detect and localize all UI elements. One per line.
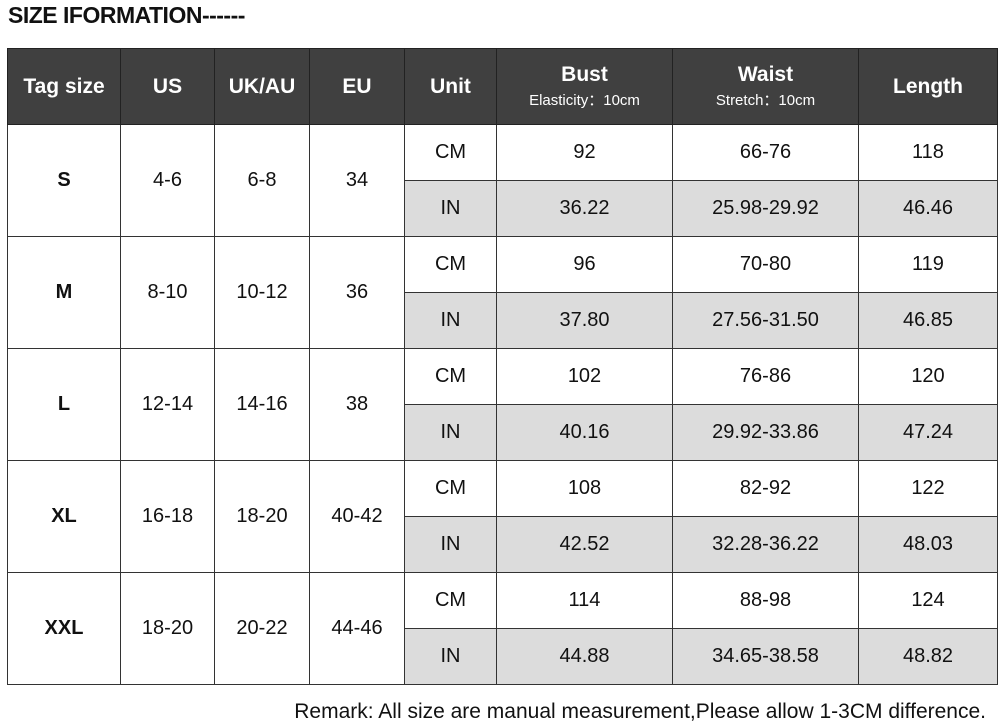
table-row-cm: XL 16-18 18-20 40-42 CM 108 82-92 122 bbox=[7, 460, 998, 573]
uk-au-cell: 10-12 bbox=[214, 236, 310, 349]
table-row-in: IN 36.22 25.98-29.92 46.46 bbox=[8, 180, 998, 237]
length-in-cell: 46.46 bbox=[858, 180, 998, 237]
length-cm-cell: 119 bbox=[858, 236, 998, 293]
eu-cell: 40-42 bbox=[309, 460, 405, 573]
header-waist: Waist Stretch：10cm bbox=[672, 48, 859, 125]
header-tag-size: Tag size bbox=[7, 48, 121, 125]
us-cell: 8-10 bbox=[120, 236, 215, 349]
length-cm-cell: 120 bbox=[858, 348, 998, 405]
bust-in-cell: 42.52 bbox=[496, 516, 673, 573]
waist-label: Waist bbox=[737, 63, 794, 86]
table-row-cm: M 8-10 10-12 36 CM 96 70-80 119 bbox=[7, 236, 998, 349]
bust-elasticity: Elasticity：10cm bbox=[529, 92, 640, 109]
waist-in-cell: 29.92-33.86 bbox=[672, 404, 859, 461]
unit-cm-cell: CM bbox=[404, 124, 497, 181]
waist-cm-cell: 66-76 bbox=[672, 124, 859, 181]
bust-cm-cell: 96 bbox=[496, 236, 673, 293]
waist-in-cell: 25.98-29.92 bbox=[672, 180, 859, 237]
us-cell: 18-20 bbox=[120, 572, 215, 685]
header-row: Tag size US UK/AU EU Unit Bust Elasticity… bbox=[7, 48, 998, 125]
unit-cm-cell: CM bbox=[404, 348, 497, 405]
header-unit: Unit bbox=[404, 48, 497, 125]
unit-in-cell: IN bbox=[404, 516, 497, 573]
length-cm-cell: 118 bbox=[858, 124, 998, 181]
unit-in-cell: IN bbox=[404, 628, 497, 685]
length-in-cell: 48.03 bbox=[858, 516, 998, 573]
table-row-in: IN 44.88 34.65-38.58 48.82 bbox=[8, 628, 998, 685]
bust-in-cell: 40.16 bbox=[496, 404, 673, 461]
waist-stretch: Stretch：10cm bbox=[715, 92, 816, 109]
bust-in-cell: 37.80 bbox=[496, 292, 673, 349]
header-uk-au: UK/AU bbox=[214, 48, 310, 125]
length-cm-cell: 124 bbox=[858, 572, 998, 629]
bust-in-cell: 44.88 bbox=[496, 628, 673, 685]
size-table: Tag size US UK/AU EU Unit Bust Elasticity… bbox=[7, 48, 998, 685]
bust-cm-cell: 108 bbox=[496, 460, 673, 517]
header-eu: EU bbox=[309, 48, 405, 125]
table-row-in: IN 40.16 29.92-33.86 47.24 bbox=[8, 404, 998, 461]
table-row-cm: L 12-14 14-16 38 CM 102 76-86 120 bbox=[7, 348, 998, 461]
uk-au-cell: 6-8 bbox=[214, 124, 310, 237]
bust-cm-cell: 92 bbox=[496, 124, 673, 181]
table-row-in: IN 42.52 32.28-36.22 48.03 bbox=[8, 516, 998, 573]
unit-cm-cell: CM bbox=[404, 236, 497, 293]
eu-cell: 38 bbox=[309, 348, 405, 461]
tag-size-cell: L bbox=[7, 348, 121, 461]
tag-size-cell: M bbox=[7, 236, 121, 349]
unit-cm-cell: CM bbox=[404, 460, 497, 517]
length-cm-cell: 122 bbox=[858, 460, 998, 517]
header-us: US bbox=[120, 48, 215, 125]
table-row-in: IN 37.80 27.56-31.50 46.85 bbox=[8, 292, 998, 349]
uk-au-cell: 14-16 bbox=[214, 348, 310, 461]
bust-label: Bust bbox=[561, 63, 608, 86]
header-length: Length bbox=[858, 48, 998, 125]
eu-cell: 44-46 bbox=[309, 572, 405, 685]
bust-cm-cell: 102 bbox=[496, 348, 673, 405]
tag-size-cell: S bbox=[7, 124, 121, 237]
unit-in-cell: IN bbox=[404, 180, 497, 237]
length-in-cell: 47.24 bbox=[858, 404, 998, 461]
waist-cm-cell: 88-98 bbox=[672, 572, 859, 629]
bust-cm-cell: 114 bbox=[496, 572, 673, 629]
us-cell: 16-18 bbox=[120, 460, 215, 573]
bust-in-cell: 36.22 bbox=[496, 180, 673, 237]
us-cell: 12-14 bbox=[120, 348, 215, 461]
uk-au-cell: 18-20 bbox=[214, 460, 310, 573]
us-cell: 4-6 bbox=[120, 124, 215, 237]
header-bust: Bust Elasticity：10cm bbox=[496, 48, 673, 125]
waist-in-cell: 34.65-38.58 bbox=[672, 628, 859, 685]
unit-in-cell: IN bbox=[404, 404, 497, 461]
waist-in-cell: 32.28-36.22 bbox=[672, 516, 859, 573]
uk-au-cell: 20-22 bbox=[214, 572, 310, 685]
table-row-cm: S 4-6 6-8 34 CM 92 66-76 118 bbox=[7, 124, 998, 237]
waist-cm-cell: 76-86 bbox=[672, 348, 859, 405]
waist-cm-cell: 82-92 bbox=[672, 460, 859, 517]
page-title: SIZE IFORMATION------ bbox=[8, 2, 245, 28]
length-in-cell: 48.82 bbox=[858, 628, 998, 685]
unit-cm-cell: CM bbox=[404, 572, 497, 629]
tag-size-cell: XL bbox=[7, 460, 121, 573]
remark-text: Remark: All size are manual measurement,… bbox=[294, 700, 986, 723]
length-in-cell: 46.85 bbox=[858, 292, 998, 349]
eu-cell: 34 bbox=[309, 124, 405, 237]
eu-cell: 36 bbox=[309, 236, 405, 349]
waist-in-cell: 27.56-31.50 bbox=[672, 292, 859, 349]
unit-in-cell: IN bbox=[404, 292, 497, 349]
tag-size-cell: XXL bbox=[7, 572, 121, 685]
table-row-cm: XXL 18-20 20-22 44-46 CM 114 88-98 124 bbox=[7, 572, 998, 685]
waist-cm-cell: 70-80 bbox=[672, 236, 859, 293]
